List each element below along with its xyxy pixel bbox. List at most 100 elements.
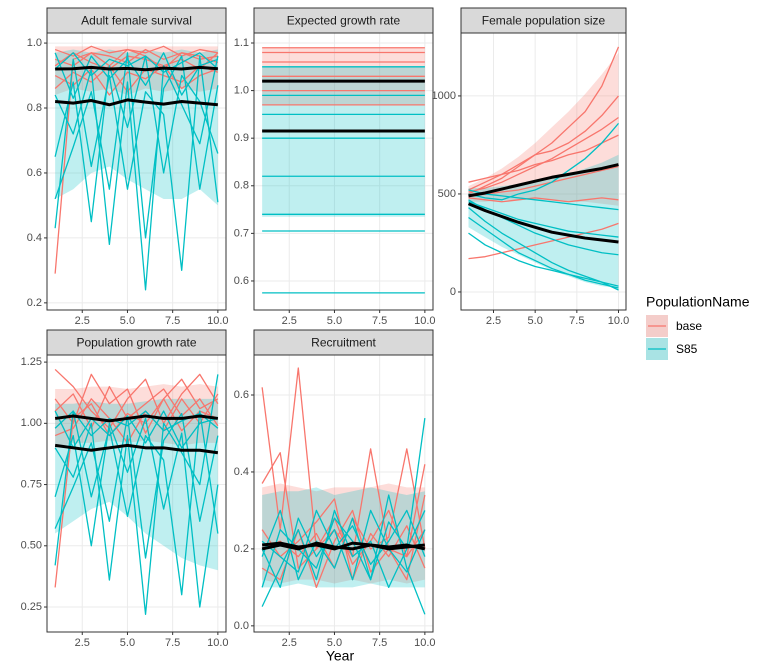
trajectory-line xyxy=(468,46,620,195)
strip-title: Population growth rate xyxy=(76,336,196,350)
trajectory-line xyxy=(468,134,619,183)
trajectory-line xyxy=(54,52,219,99)
y-tick-label: 0.8 xyxy=(234,180,249,192)
strip xyxy=(253,329,434,356)
x-tick-label: 2.5 xyxy=(75,637,90,649)
legend-label: S85 xyxy=(676,342,698,356)
trajectory-line xyxy=(261,509,426,589)
y-tick-label: 0.7 xyxy=(234,227,249,239)
y-tick-label: 0.4 xyxy=(27,232,42,244)
mean-line xyxy=(55,65,218,72)
x-tick-label: 5.0 xyxy=(528,315,543,327)
panel-border xyxy=(46,32,227,311)
legend-title: PopulationName xyxy=(646,294,750,310)
plot-area xyxy=(54,45,219,291)
trajectory-line xyxy=(54,410,219,596)
trajectory-line xyxy=(54,412,219,559)
panel-border xyxy=(46,354,227,633)
x-tick-label: 5.0 xyxy=(120,637,135,649)
strip xyxy=(460,7,627,34)
panel-bg xyxy=(254,33,433,310)
x-tick-label: 2.5 xyxy=(75,315,90,327)
trajectory-line xyxy=(468,207,619,287)
trajectory-line xyxy=(468,232,619,291)
trajectory-line xyxy=(54,55,219,223)
x-tick-label: 10.0 xyxy=(207,315,228,327)
panel-border xyxy=(253,32,434,311)
strip xyxy=(46,329,227,356)
y-tick-label: 0.25 xyxy=(21,601,42,613)
y-tick-label: 0.6 xyxy=(234,389,249,401)
trajectory-line xyxy=(261,510,426,588)
x-tick-label: 7.5 xyxy=(165,637,180,649)
x-tick-label: 7.5 xyxy=(372,637,387,649)
trajectory-line xyxy=(54,52,219,77)
strip xyxy=(253,7,434,34)
trajectory-line xyxy=(468,197,619,203)
y-tick-label: 0.0 xyxy=(234,620,249,632)
strip xyxy=(46,7,227,34)
mean-line xyxy=(467,202,619,244)
mean-line xyxy=(55,98,218,107)
y-tick-label: 0.2 xyxy=(234,543,249,555)
trajectory-line xyxy=(54,373,219,434)
plot-area xyxy=(261,367,426,615)
x-tick-label: 10.0 xyxy=(608,315,629,327)
x-tick-label: 2.5 xyxy=(282,315,297,327)
y-tick-label: 0.4 xyxy=(234,466,249,478)
trajectory-line xyxy=(54,45,218,57)
y-tick-label: 0.50 xyxy=(21,540,42,552)
y-tick-label: 1.00 xyxy=(21,417,42,429)
x-tick-label: 10.0 xyxy=(414,315,435,327)
plot-area xyxy=(54,368,219,616)
x-tick-label: 5.0 xyxy=(120,315,135,327)
trajectory-line xyxy=(468,122,619,201)
y-tick-label: 1.1 xyxy=(234,37,249,49)
y-tick-label: 0.6 xyxy=(234,275,249,287)
y-tick-label: 1.25 xyxy=(21,356,42,368)
x-tick-label: 2.5 xyxy=(282,637,297,649)
plot-area xyxy=(467,46,620,291)
trajectory-line xyxy=(54,52,219,70)
mean-line xyxy=(468,163,619,198)
strip-title: Adult female survival xyxy=(81,14,192,28)
legend-label: base xyxy=(676,319,702,333)
strip-title: Female population size xyxy=(482,14,606,28)
y-tick-label: 500 xyxy=(438,188,456,200)
y-tick-label: 0.2 xyxy=(27,297,42,309)
y-tick-label: 0 xyxy=(450,286,456,298)
trajectory-line xyxy=(468,201,619,238)
trajectory-line xyxy=(54,52,219,239)
mean-line xyxy=(54,414,219,423)
trajectory-line xyxy=(261,418,426,607)
trajectory-line xyxy=(54,410,219,449)
panel-border xyxy=(253,354,434,633)
mean-line xyxy=(54,443,219,455)
trajectory-line xyxy=(54,48,218,274)
strip-title: Recruitment xyxy=(311,336,376,350)
trajectory-line xyxy=(468,222,619,260)
x-tick-label: 10.0 xyxy=(207,637,228,649)
trajectory-line xyxy=(468,189,619,211)
trajectory-line xyxy=(54,393,219,444)
trajectory-line xyxy=(468,165,619,197)
trajectory-line xyxy=(468,95,619,191)
y-tick-label: 0.8 xyxy=(27,102,42,114)
x-tick-label: 7.5 xyxy=(569,315,584,327)
strip-title: Expected growth rate xyxy=(287,14,401,28)
ribbon xyxy=(55,49,218,206)
x-tick-label: 7.5 xyxy=(165,315,180,327)
y-tick-label: 1.0 xyxy=(27,37,42,49)
y-tick-label: 0.75 xyxy=(21,478,42,490)
y-tick-label: 0.9 xyxy=(234,132,249,144)
trajectory-line xyxy=(468,216,619,289)
plot-area xyxy=(262,47,425,294)
ribbon xyxy=(468,52,619,206)
x-tick-label: 5.0 xyxy=(327,637,342,649)
trajectory-line xyxy=(54,48,219,67)
x-tick-label: 5.0 xyxy=(327,315,342,327)
y-tick-label: 1.0 xyxy=(234,84,249,96)
mean-line xyxy=(261,541,426,551)
x-tick-label: 10.0 xyxy=(414,637,435,649)
trajectory-line xyxy=(261,509,426,573)
